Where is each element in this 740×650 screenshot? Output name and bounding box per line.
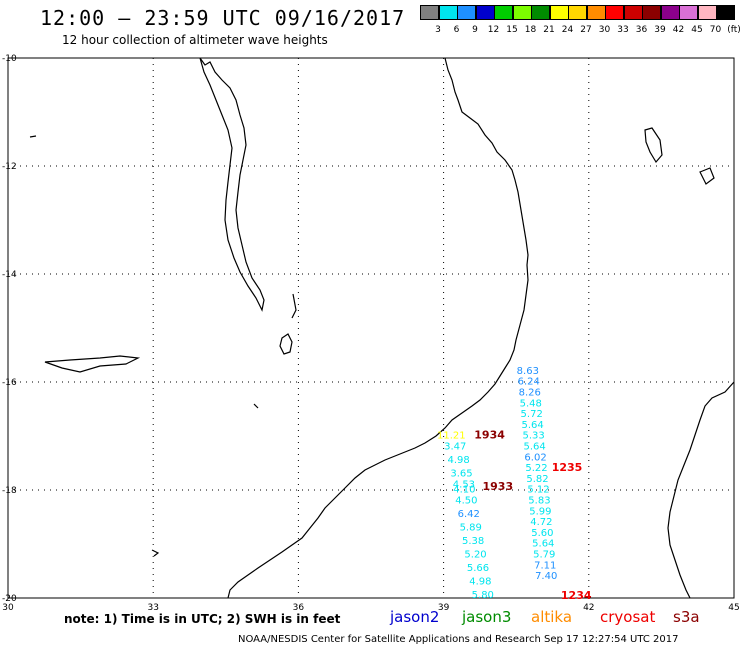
- coastline: [29, 57, 735, 599]
- wave-height-value: 6.24: [518, 377, 540, 388]
- lake-shire: [291, 293, 297, 319]
- legend-label: 15: [506, 25, 518, 35]
- wave-height-value: 4.10: [453, 485, 475, 496]
- wave-height-observations: 8.636.248.265.485.725.645.335.646.025.22…: [437, 366, 557, 601]
- footer-note: note: 1) Time is in UTC; 2) SWH is in fe…: [64, 612, 341, 626]
- wave-height-value: 5.38: [462, 536, 484, 547]
- wave-height-value: 5.20: [464, 550, 486, 561]
- wave-height-value: 5.64: [523, 442, 545, 453]
- wave-height-value: 6.42: [458, 509, 480, 520]
- wave-height-value: 3.47: [444, 442, 466, 453]
- latitude-labels: -10 -12 -14 -16 -18 -20: [2, 54, 17, 604]
- wave-height-value: 4.72: [530, 517, 552, 528]
- pass-time-label: 1933: [482, 480, 513, 493]
- madagascar-coast: [667, 381, 735, 599]
- page-subtitle: 12 hour collection of altimeter wave hei…: [62, 33, 328, 47]
- satellite-name: jason3: [462, 608, 512, 626]
- wave-height-value: 11.21: [437, 431, 466, 442]
- legend-label: 12: [487, 25, 500, 35]
- wave-height-value: 5.60: [531, 528, 553, 539]
- wave-height-value: 5.79: [533, 550, 555, 561]
- wave-height-value: 7.40: [535, 571, 557, 582]
- satellite-name: altika: [531, 608, 573, 626]
- mainland-coast: [227, 57, 529, 599]
- lake-chilwa: [279, 333, 293, 355]
- wave-height-value: 3.65: [450, 469, 472, 480]
- footer-credit: NOAA/NESDIS Center for Satellite Applica…: [238, 634, 679, 645]
- island-grande-comore: [644, 127, 663, 164]
- pass-time-label: 1234: [561, 589, 592, 602]
- legend-label: 3: [435, 25, 441, 35]
- legend-label: 6: [453, 25, 460, 35]
- wave-height-value: 7.11: [534, 560, 556, 571]
- pass-time-labels: 1934 1933 1235 1234: [474, 429, 592, 602]
- wave-height-value: 5.48: [520, 398, 542, 409]
- legend-label: 30: [598, 25, 611, 35]
- wave-height-value: 5.80: [472, 590, 494, 601]
- wave-height-value: 8.26: [519, 388, 541, 399]
- lake-malawi: [199, 57, 265, 312]
- wave-height-value: 5.72: [521, 409, 543, 420]
- pass-time-label: 1934: [474, 429, 505, 442]
- wave-height-value: 5.99: [529, 506, 551, 517]
- satellite-name: s3a: [673, 608, 700, 626]
- legend-label: 18: [524, 25, 537, 35]
- lat-tick-label: -10: [2, 54, 17, 64]
- lon-tick-label: 36: [293, 603, 305, 613]
- small-lake-3: [151, 549, 160, 557]
- legend-label: 27: [580, 25, 592, 35]
- small-lake-2: [253, 403, 259, 409]
- lat-tick-label: -18: [2, 486, 17, 496]
- wave-height-value: 8.63: [517, 366, 539, 377]
- legend-label: 42: [672, 25, 685, 35]
- lon-tick-label: 42: [583, 603, 594, 613]
- lat-tick-label: -16: [2, 378, 17, 388]
- island-anjouan: [699, 167, 715, 185]
- legend-label: 39: [654, 25, 666, 35]
- lon-tick-label: 39: [438, 603, 450, 613]
- legend-label: 33: [617, 25, 629, 35]
- lake-cahora-bassa: [44, 355, 141, 373]
- satellite-name: cryosat: [600, 608, 656, 626]
- wave-height-value: 5.66: [467, 563, 489, 574]
- wave-height-value: 4.53: [453, 479, 475, 490]
- page-title: 12:00 – 23:59 UTC 09/16/2017: [40, 6, 406, 30]
- legend-label: 21: [543, 25, 555, 35]
- wave-height-value: 5.82: [526, 474, 548, 485]
- legend-label: 36: [635, 25, 648, 35]
- wave-height-value: 6.02: [524, 452, 546, 463]
- wave-height-value: 4.98: [469, 577, 491, 588]
- satellite-name: jason2: [390, 608, 440, 626]
- legend-label: 24: [561, 25, 574, 35]
- wave-height-value: 5.83: [528, 496, 550, 507]
- lon-tick-label: 45: [728, 603, 739, 613]
- legend-swatch: [716, 5, 735, 20]
- pass-time-label: 1235: [552, 461, 583, 474]
- wave-height-value: 4.50: [455, 496, 477, 507]
- wave-height-value: 5.12: [527, 485, 549, 496]
- small-lake-1: [29, 135, 37, 138]
- wave-height-value: 5.22: [525, 463, 547, 474]
- wave-height-value: 5.64: [532, 539, 554, 550]
- lat-tick-label: -20: [2, 594, 17, 604]
- legend-label: 70: [709, 25, 722, 35]
- longitude-labels: 30 33 36 39 42 45: [2, 603, 739, 613]
- legend-label: 9: [472, 25, 478, 35]
- wave-height-value: 4.98: [447, 455, 469, 466]
- wave-height-value: 5.64: [522, 420, 544, 431]
- legend-label: (ft): [727, 25, 740, 35]
- map-frame: [7, 57, 735, 599]
- legend-label: 45: [691, 25, 703, 35]
- lon-tick-label: 30: [2, 603, 14, 613]
- wave-height-value: 5.33: [522, 431, 544, 442]
- lat-tick-label: -14: [2, 270, 17, 280]
- lat-tick-label: -12: [2, 162, 17, 172]
- wave-height-value: 5.89: [460, 523, 482, 534]
- lon-tick-label: 33: [147, 603, 158, 613]
- map-gridlines: [7, 57, 735, 599]
